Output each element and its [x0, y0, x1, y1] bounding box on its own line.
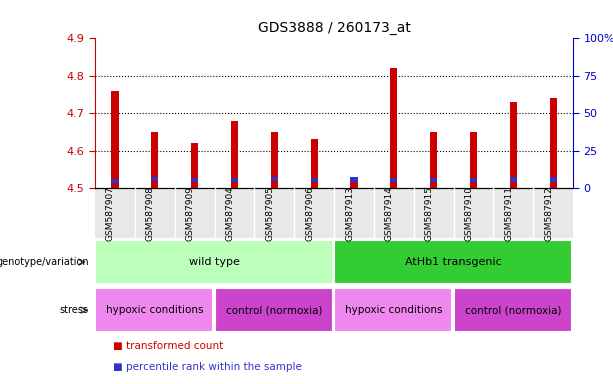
Bar	[351, 181, 357, 188]
Text: GSM587909: GSM587909	[186, 185, 195, 241]
Bar	[470, 178, 477, 182]
Text: GSM587914: GSM587914	[385, 186, 394, 240]
Text: GSM587907: GSM587907	[106, 185, 115, 241]
Text: control (normoxia): control (normoxia)	[465, 305, 562, 315]
Bar	[311, 178, 318, 182]
Bar	[151, 177, 158, 181]
Bar	[390, 178, 397, 182]
Bar	[231, 121, 238, 188]
Bar	[430, 132, 437, 188]
Text: hypoxic conditions: hypoxic conditions	[106, 305, 204, 315]
Text: GSM587915: GSM587915	[425, 185, 434, 241]
Bar	[390, 68, 397, 188]
Bar	[351, 177, 357, 182]
Bar	[112, 91, 118, 188]
Text: GSM587912: GSM587912	[544, 186, 554, 240]
Text: stress: stress	[60, 305, 89, 315]
Text: hypoxic conditions: hypoxic conditions	[345, 305, 443, 315]
Bar	[151, 132, 158, 188]
Text: GSM587908: GSM587908	[146, 185, 154, 241]
Bar	[510, 177, 517, 182]
Text: GSM587906: GSM587906	[305, 185, 314, 241]
Bar	[470, 132, 477, 188]
Bar	[191, 143, 198, 188]
Text: GSM587913: GSM587913	[345, 185, 354, 241]
Bar	[550, 177, 557, 182]
Bar	[271, 177, 278, 181]
Bar	[430, 178, 437, 182]
Bar	[550, 98, 557, 188]
Text: ■ transformed count: ■ transformed count	[113, 341, 224, 351]
Bar	[231, 178, 238, 182]
Bar	[311, 139, 318, 188]
Bar	[112, 179, 118, 183]
Text: genotype/variation: genotype/variation	[0, 257, 89, 267]
Bar	[510, 102, 517, 188]
Text: wild type: wild type	[189, 257, 240, 267]
Bar	[271, 132, 278, 188]
Text: AtHb1 transgenic: AtHb1 transgenic	[405, 257, 502, 267]
Text: GSM587910: GSM587910	[465, 185, 473, 241]
Text: GSM587905: GSM587905	[265, 185, 275, 241]
Text: GSM587911: GSM587911	[504, 185, 514, 241]
Bar	[191, 178, 198, 182]
Text: GSM587904: GSM587904	[226, 186, 235, 240]
Title: GDS3888 / 260173_at: GDS3888 / 260173_at	[257, 21, 411, 35]
Text: ■ percentile rank within the sample: ■ percentile rank within the sample	[113, 362, 302, 372]
Text: control (normoxia): control (normoxia)	[226, 305, 322, 315]
